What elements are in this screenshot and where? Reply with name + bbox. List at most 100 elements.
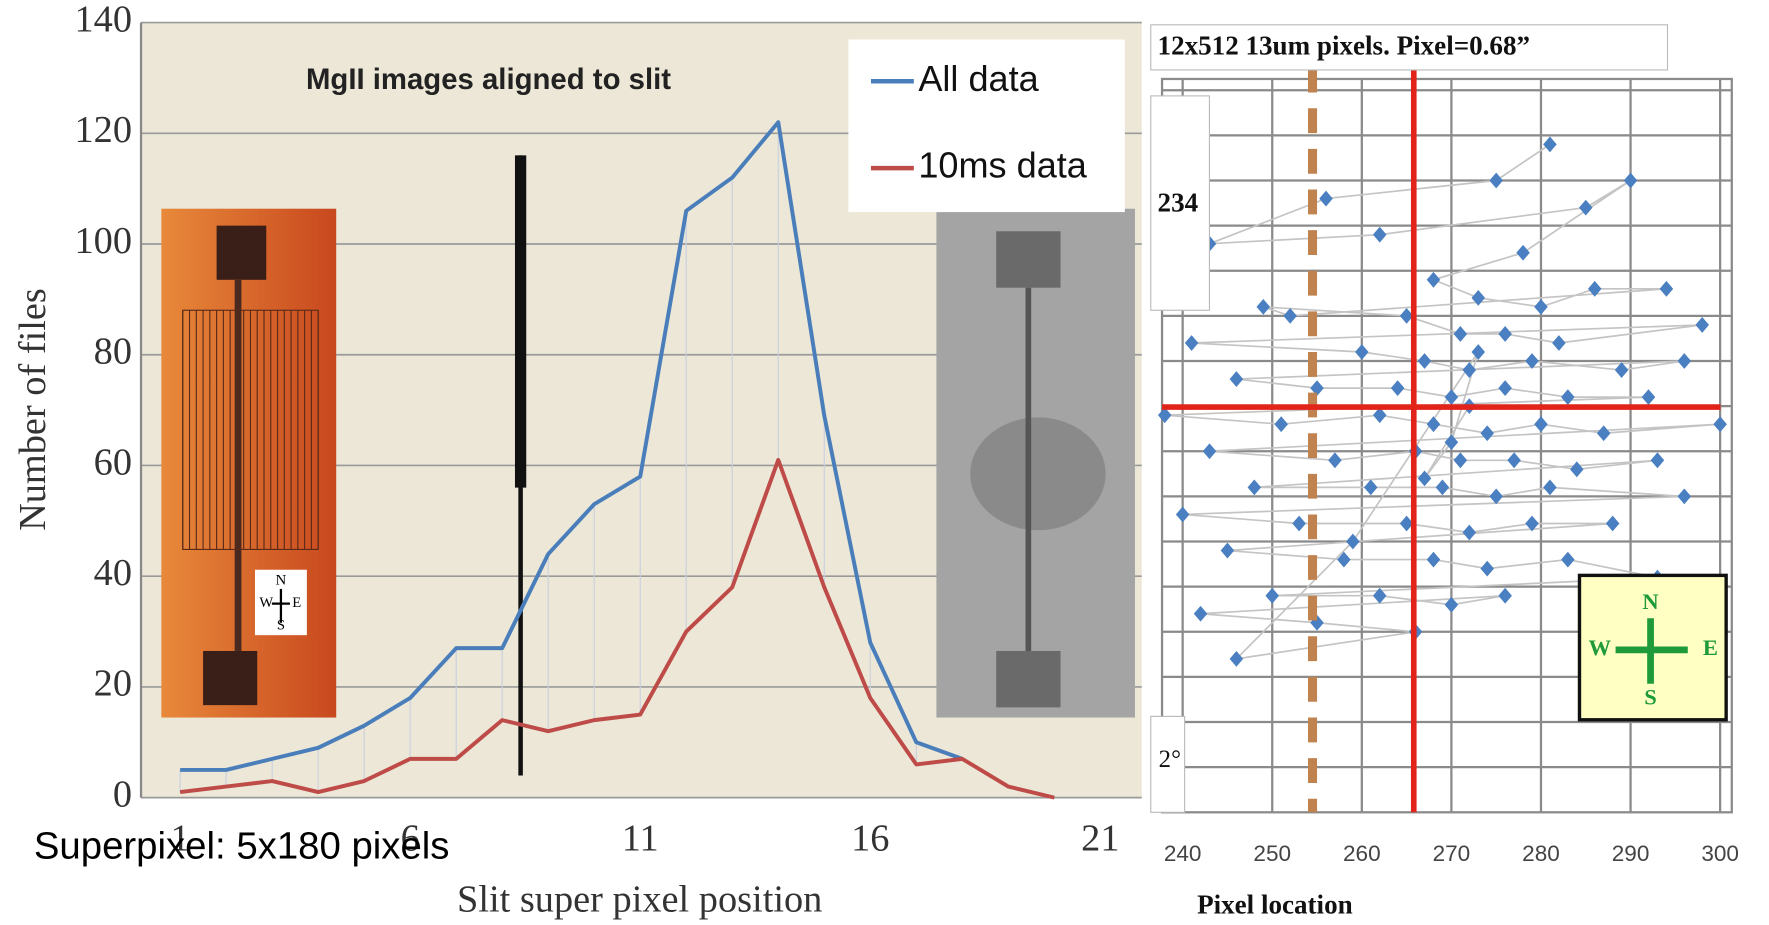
point <box>1578 199 1593 216</box>
compass-label: N <box>1642 589 1658 614</box>
point <box>1274 416 1288 433</box>
point <box>1453 452 1468 469</box>
photo-square <box>216 225 267 280</box>
compass-label: W <box>1589 635 1612 660</box>
point <box>1677 488 1692 505</box>
point <box>1364 479 1378 496</box>
point <box>1659 280 1674 297</box>
chart-title: MgII images aligned to slit <box>306 63 671 96</box>
point <box>1157 407 1172 424</box>
point <box>1417 470 1432 487</box>
x-tick-label: 270 <box>1433 841 1471 866</box>
point <box>1614 362 1629 378</box>
point <box>1713 416 1727 433</box>
point <box>1390 380 1405 396</box>
point <box>1471 344 1486 360</box>
point <box>1265 587 1280 604</box>
point <box>1444 389 1459 406</box>
point <box>1292 515 1306 532</box>
point <box>1623 172 1638 189</box>
point <box>1337 551 1351 568</box>
point <box>1372 226 1387 243</box>
compass-label: E <box>292 595 301 611</box>
x-tick-label: 21 <box>1081 817 1119 859</box>
photo <box>161 208 337 718</box>
label-box <box>1150 95 1210 311</box>
point <box>1471 289 1486 306</box>
x-tick-label: 11 <box>622 817 659 859</box>
x-tick-label: 6 <box>401 817 420 859</box>
point <box>1570 461 1584 478</box>
point <box>1435 479 1450 496</box>
point <box>1372 407 1387 424</box>
legend-box <box>848 39 1125 213</box>
photo-square <box>996 650 1061 708</box>
point <box>1525 353 1539 369</box>
point <box>1247 479 1262 496</box>
x-tick-label: 1 <box>171 817 190 859</box>
point <box>1489 488 1503 505</box>
point <box>1462 362 1477 378</box>
legend-label: 10ms data <box>918 145 1087 186</box>
point <box>1543 136 1557 153</box>
y-tick-label: 20 <box>94 663 132 705</box>
point <box>1310 380 1324 396</box>
point <box>1516 244 1530 261</box>
x-tick-label: 16 <box>851 817 889 859</box>
point <box>1552 335 1566 351</box>
point <box>1417 353 1432 369</box>
y-tick-label: 100 <box>74 220 132 262</box>
point <box>1444 434 1459 451</box>
point <box>1489 172 1503 189</box>
y-tick-label: 60 <box>94 441 132 483</box>
header: 12x512 13um pixels. Pixel=0.68” <box>1158 31 1531 61</box>
y-tick-label: 40 <box>94 552 132 594</box>
point <box>1283 307 1297 324</box>
photo-square <box>203 650 258 706</box>
point <box>1453 326 1468 342</box>
photo-shade <box>970 417 1106 531</box>
x-axis-title: Slit super pixel position <box>457 878 822 920</box>
point <box>1202 443 1217 460</box>
point <box>1480 425 1494 442</box>
point <box>1229 650 1244 667</box>
point <box>1256 298 1271 315</box>
photo-slit <box>234 279 242 651</box>
point <box>1399 307 1414 324</box>
point <box>1462 524 1477 541</box>
compass-label: N <box>276 572 287 588</box>
point <box>1534 298 1548 315</box>
box-label: 234 <box>1158 188 1199 218</box>
point <box>1677 353 1692 369</box>
x-axis-title: Pixel location <box>1197 889 1353 919</box>
point <box>1319 190 1333 207</box>
point <box>1561 389 1575 406</box>
compass-label: S <box>277 618 285 634</box>
point <box>1587 280 1602 297</box>
point <box>1184 335 1199 351</box>
point <box>1498 326 1512 342</box>
point <box>1641 389 1656 406</box>
point <box>1355 344 1369 360</box>
legend-label: All data <box>918 58 1039 99</box>
point <box>1498 587 1512 604</box>
point <box>1399 515 1414 532</box>
x-tick-label: 250 <box>1253 841 1291 866</box>
point <box>1596 425 1611 442</box>
point <box>1561 551 1575 568</box>
point <box>1328 452 1342 469</box>
point <box>1525 515 1539 532</box>
photo-slit <box>1025 287 1032 651</box>
point <box>1372 587 1387 604</box>
point <box>1480 560 1494 577</box>
point <box>1498 380 1512 396</box>
point <box>1650 452 1665 469</box>
x-tick-label: 260 <box>1343 841 1381 866</box>
y-axis-title: Number of files <box>12 288 54 531</box>
series-line <box>179 457 1055 800</box>
x-tick-label: 300 <box>1701 841 1739 866</box>
label-box <box>1150 715 1186 813</box>
x-tick-label: 240 <box>1164 841 1202 866</box>
